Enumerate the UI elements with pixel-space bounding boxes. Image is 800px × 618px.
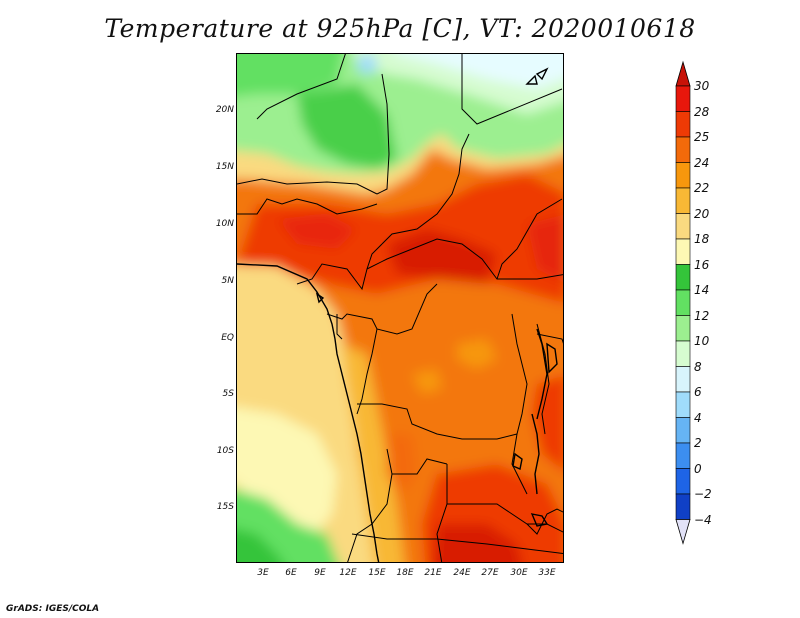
colorbar-label: 14 [694, 283, 710, 297]
colorbar-bottom-arrow [675, 519, 691, 545]
colorbar-swatch [675, 366, 691, 393]
colorbar-swatch [675, 417, 691, 444]
lon-label-33e: 33E [538, 568, 556, 578]
colorbar-swatch [675, 315, 691, 342]
colorbar-top-arrow [675, 60, 691, 87]
colorbar-label: 6 [694, 385, 702, 399]
colorbar-label: 18 [694, 232, 710, 246]
colorbar-swatch [675, 340, 691, 367]
colorbar-label: 28 [694, 104, 710, 119]
lon-label-15e: 15E [368, 568, 386, 578]
colorbar-swatch [675, 264, 691, 291]
colorbar-swatch [675, 136, 691, 163]
lon-label-18e: 18E [396, 568, 414, 578]
lon-label-30e: 30E [510, 568, 528, 578]
temperature-field [237, 54, 563, 562]
lat-label-eq: EQ [221, 333, 234, 343]
colorbar-swatch [675, 85, 691, 112]
colorbar-label: 12 [694, 308, 710, 323]
colorbar-swatch [675, 468, 691, 495]
lat-label-10s: 10S [216, 446, 234, 456]
colorbar-label: 24 [694, 155, 710, 170]
grads-credit: GrADS: IGES/COLA [6, 604, 100, 614]
colorbar [675, 60, 691, 545]
colorbar-label: 0 [694, 461, 702, 476]
colorbar-swatch [675, 213, 691, 240]
lon-label-12e: 12E [339, 568, 357, 578]
lat-label-15n: 15N [215, 162, 234, 172]
colorbar-label: 25 [694, 130, 710, 144]
colorbar-label: 8 [694, 359, 702, 374]
colorbar-swatch [675, 493, 691, 520]
temperature-map [236, 53, 564, 563]
colorbar-swatch [675, 442, 691, 469]
colorbar-label: −4 [694, 512, 712, 527]
colorbar-label: 4 [694, 410, 702, 425]
lat-label-10n: 10N [215, 219, 234, 229]
lon-label-3e: 3E [257, 568, 269, 578]
lon-label-9e: 9E [314, 568, 326, 578]
lon-label-21e: 21E [424, 568, 442, 578]
colorbar-label: 20 [694, 206, 710, 221]
colorbar-label: −2 [694, 487, 712, 501]
colorbar-swatch [675, 289, 691, 316]
colorbar-label: 30 [694, 79, 710, 93]
colorbar-swatch [675, 187, 691, 214]
colorbar-label: 16 [694, 257, 710, 272]
lon-label-24e: 24E [453, 568, 471, 578]
lon-label-6e: 6E [285, 568, 297, 578]
lat-label-15s: 15S [216, 502, 234, 512]
colorbar-swatch [675, 111, 691, 138]
colorbar-swatch [675, 238, 691, 265]
lat-label-5s: 5S [222, 389, 234, 399]
colorbar-swatch [675, 162, 691, 189]
lat-label-20n: 20N [215, 105, 234, 115]
lat-label-5n: 5N [221, 276, 234, 286]
colorbar-label: 10 [694, 334, 710, 348]
colorbar-label: 22 [694, 181, 710, 195]
colorbar-label: 2 [694, 436, 702, 450]
map-title: Temperature at 925hPa [C], VT: 202001061… [104, 14, 696, 43]
lon-label-27e: 27E [481, 568, 499, 578]
colorbar-swatch [675, 391, 691, 418]
